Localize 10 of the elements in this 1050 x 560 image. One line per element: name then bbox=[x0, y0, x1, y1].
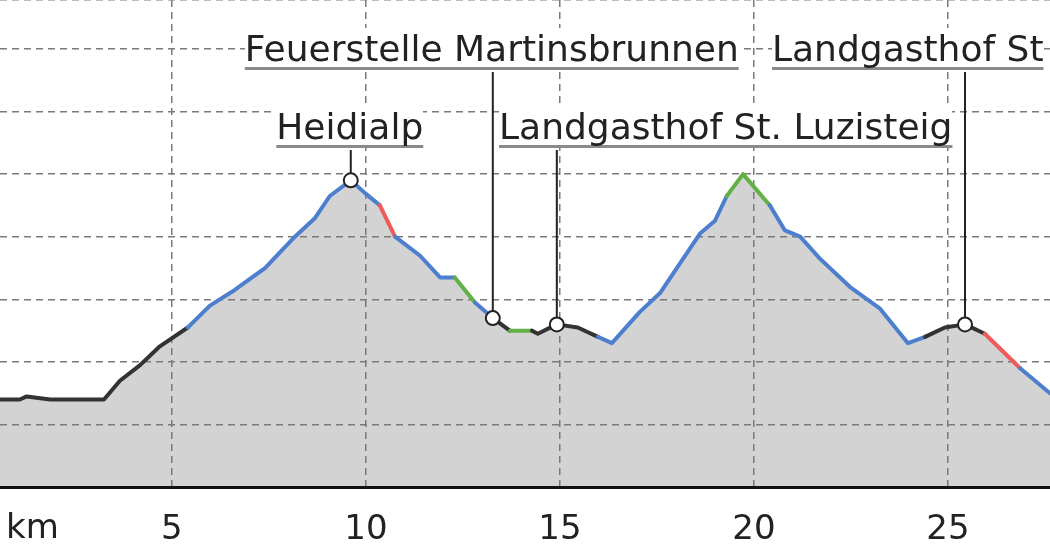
annotation: Heidialp bbox=[276, 106, 424, 148]
x-tick-label: 5 bbox=[161, 507, 183, 548]
annotation: Landgasthof St bbox=[772, 28, 1044, 70]
annotation: Feuerstelle Martinsbrunnen bbox=[244, 28, 739, 70]
x-tick-label: 10 bbox=[344, 507, 388, 548]
x-tick-label: 20 bbox=[732, 507, 776, 548]
x-tick-label: 25 bbox=[926, 507, 970, 548]
x-axis-title: km bbox=[6, 506, 59, 547]
x-tick-label: 15 bbox=[538, 507, 582, 548]
annotation: Landgasthof St. Luzisteig bbox=[499, 106, 953, 148]
